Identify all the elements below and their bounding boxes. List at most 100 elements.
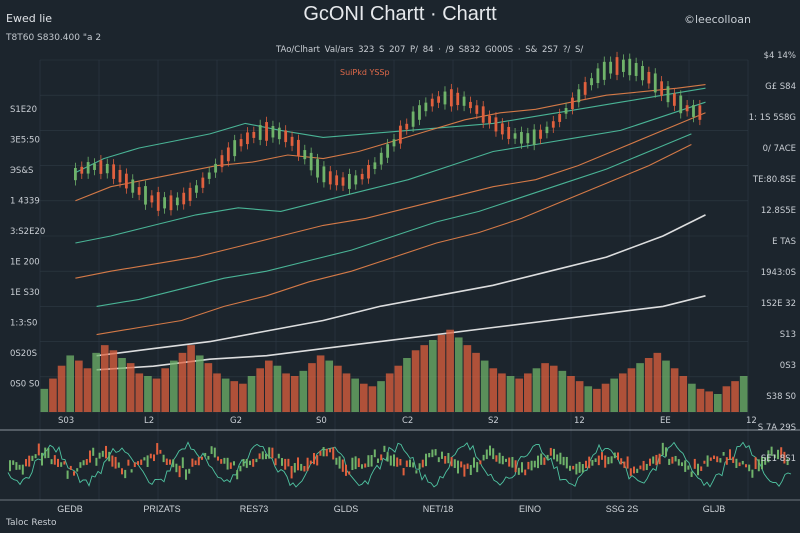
oscillator-candle	[316, 455, 319, 466]
x-tick-bottom: EINO	[519, 504, 541, 514]
candle-body	[513, 133, 517, 139]
volume-bar	[213, 373, 221, 412]
volume-bar	[472, 352, 480, 412]
candle-body	[118, 169, 122, 183]
oscillator-candle	[57, 458, 59, 467]
x-tick-volume: EE	[660, 416, 671, 426]
volume-bar	[575, 381, 584, 412]
oscillator-candle	[367, 455, 370, 467]
candle-body	[201, 177, 205, 188]
x-tick-volume: G2	[230, 416, 242, 426]
volume-bar	[731, 381, 739, 412]
oscillator-candle	[233, 461, 235, 466]
oscillator-candle	[396, 457, 399, 467]
candle-body	[86, 162, 90, 174]
candle-body	[507, 126, 511, 139]
oscillator-candle	[482, 454, 485, 461]
oscillator-candle	[89, 450, 91, 463]
volume-bar	[489, 368, 498, 412]
candle-body	[93, 163, 96, 170]
oscillator-candle	[629, 468, 632, 476]
candle-body	[475, 105, 479, 114]
candle-body	[386, 144, 390, 158]
oscillator-candle	[53, 455, 56, 465]
x-tick-bottom: SSG 2S	[606, 504, 639, 514]
series-line-6	[96, 144, 692, 336]
volume-bar	[239, 383, 247, 412]
candle-body	[137, 187, 141, 195]
oscillator-candle	[588, 456, 591, 469]
x-tick-volume: 12	[574, 416, 585, 426]
oscillator-candle	[34, 454, 37, 459]
candle-body	[322, 166, 326, 183]
volume-bar	[221, 378, 230, 412]
candle-body	[494, 117, 498, 132]
volume-bar	[662, 360, 670, 412]
volume-bar	[351, 378, 359, 412]
oscillator-candle	[572, 465, 575, 470]
oscillator-candle	[210, 446, 213, 454]
candle-body	[577, 89, 581, 103]
candle-body	[195, 185, 198, 193]
oscillator-candle	[553, 448, 555, 460]
candle-body	[144, 186, 147, 205]
y-tick-right: 1: 1S 5S8G	[749, 113, 796, 123]
oscillator-candle	[556, 454, 559, 462]
oscillator-candle	[191, 458, 194, 467]
oscillator-candle	[745, 464, 747, 468]
oscillator-candle	[297, 457, 299, 471]
oscillator-candle	[117, 462, 120, 468]
oscillator-candle	[489, 445, 491, 456]
oscillator-candle	[98, 452, 101, 459]
oscillator-candle	[322, 447, 325, 457]
candle-body	[481, 106, 485, 123]
oscillator-candle	[252, 459, 255, 467]
volume-bar	[437, 334, 446, 412]
y-tick-left: 0S20S	[10, 349, 37, 359]
oscillator-candle	[239, 465, 242, 472]
oscillator-candle	[521, 462, 523, 473]
legend-highlight: SuiPkd YSSp	[340, 68, 390, 77]
oscillator-candle	[220, 459, 223, 464]
oscillator-candle	[229, 462, 232, 469]
oscillator-candle	[293, 463, 296, 473]
volume-bar	[403, 358, 411, 412]
chart-title: GcONI Chartt · Chartt	[303, 3, 497, 25]
oscillator-candle	[137, 461, 139, 465]
oscillator-candle	[313, 452, 315, 465]
oscillator-candle	[140, 459, 143, 465]
oscillator-candle	[661, 442, 664, 455]
oscillator-candle	[69, 465, 72, 470]
oscillator-candle	[405, 460, 408, 467]
volume-bar	[377, 381, 385, 412]
oscillator-candle	[780, 447, 783, 458]
candle-body	[551, 121, 555, 128]
oscillator-candle	[207, 455, 210, 460]
oscillator-candle	[594, 458, 597, 462]
volume-bar	[696, 388, 705, 412]
candle-body	[520, 131, 523, 144]
candle-body	[303, 150, 307, 160]
volume-bar	[558, 370, 567, 412]
volume-bar	[83, 368, 92, 412]
oscillator-candle	[105, 445, 107, 459]
volume-bar	[653, 352, 662, 412]
volume-bar	[178, 352, 187, 412]
oscillator-candle	[511, 456, 514, 468]
trend-lines	[75, 84, 706, 371]
oscillator-candle	[268, 447, 271, 459]
oscillator-candle	[540, 453, 543, 465]
oscillator-candle	[751, 469, 754, 478]
oscillator-candle	[773, 454, 776, 459]
oscillator-candle	[457, 460, 459, 474]
volume-bar	[644, 358, 653, 412]
y-tick-right: S13	[780, 330, 796, 340]
candle-body	[539, 129, 542, 139]
oscillator-candle	[236, 470, 239, 480]
oscillator-candle	[409, 459, 411, 468]
oscillator-candle	[473, 457, 475, 468]
oscillator-candle	[530, 460, 533, 471]
oscillator-candle	[783, 451, 786, 464]
volume-bar	[420, 345, 429, 412]
volume-bar	[480, 360, 489, 412]
